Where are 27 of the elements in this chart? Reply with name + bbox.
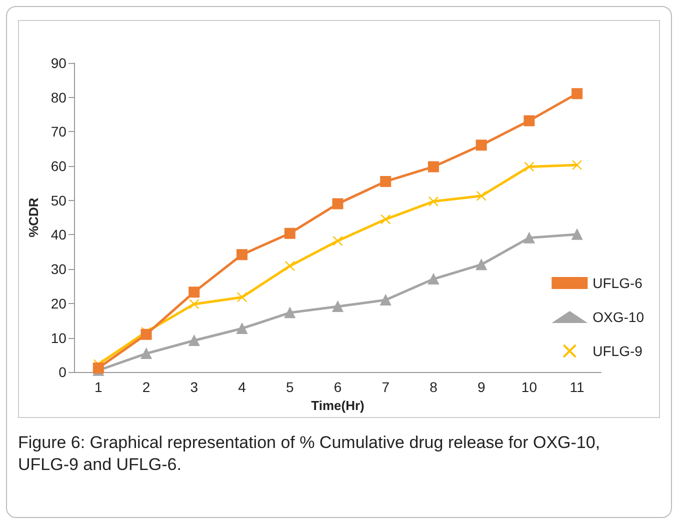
- x-tick-label: 9: [477, 379, 486, 396]
- y-tick-label: 10: [50, 330, 67, 346]
- y-tick-label: 60: [50, 158, 67, 174]
- y-tick-label: 70: [50, 124, 67, 140]
- y-axis-title: %CDR: [26, 197, 41, 238]
- x-tick-label: 1: [94, 379, 103, 396]
- y-tick-label: 50: [50, 192, 67, 208]
- legend-label: OXG-10: [592, 309, 644, 325]
- y-tick-label: 20: [50, 295, 67, 312]
- x-tick-label: 8: [430, 379, 438, 396]
- x-tick-label: 7: [382, 379, 390, 396]
- x-tick-label: 5: [286, 379, 294, 396]
- x-tick-label: 3: [190, 379, 198, 396]
- x-tick-label: 2: [142, 379, 150, 396]
- y-tick-label: 80: [50, 89, 67, 106]
- y-tick-label: 30: [50, 261, 67, 278]
- caption: Figure 6: Graphical representation of % Cumulative drug release for OXG-10, UFLG-9 and UFLG-6.: [18, 432, 602, 476]
- x-axis-title: Time(Hr): [311, 398, 364, 413]
- x-tick-label: 4: [238, 379, 246, 396]
- y-tick-label: 0: [58, 364, 67, 380]
- x-tick-label: 6: [334, 379, 342, 396]
- y-tick-label: 90: [50, 55, 67, 71]
- legend-label: UFLG-6: [592, 275, 643, 291]
- y-tick-label: 40: [50, 226, 67, 243]
- x-tick-label: 10: [521, 379, 538, 396]
- x-tick-label: 11: [570, 379, 585, 396]
- legend-label: UFLG-9: [592, 343, 643, 359]
